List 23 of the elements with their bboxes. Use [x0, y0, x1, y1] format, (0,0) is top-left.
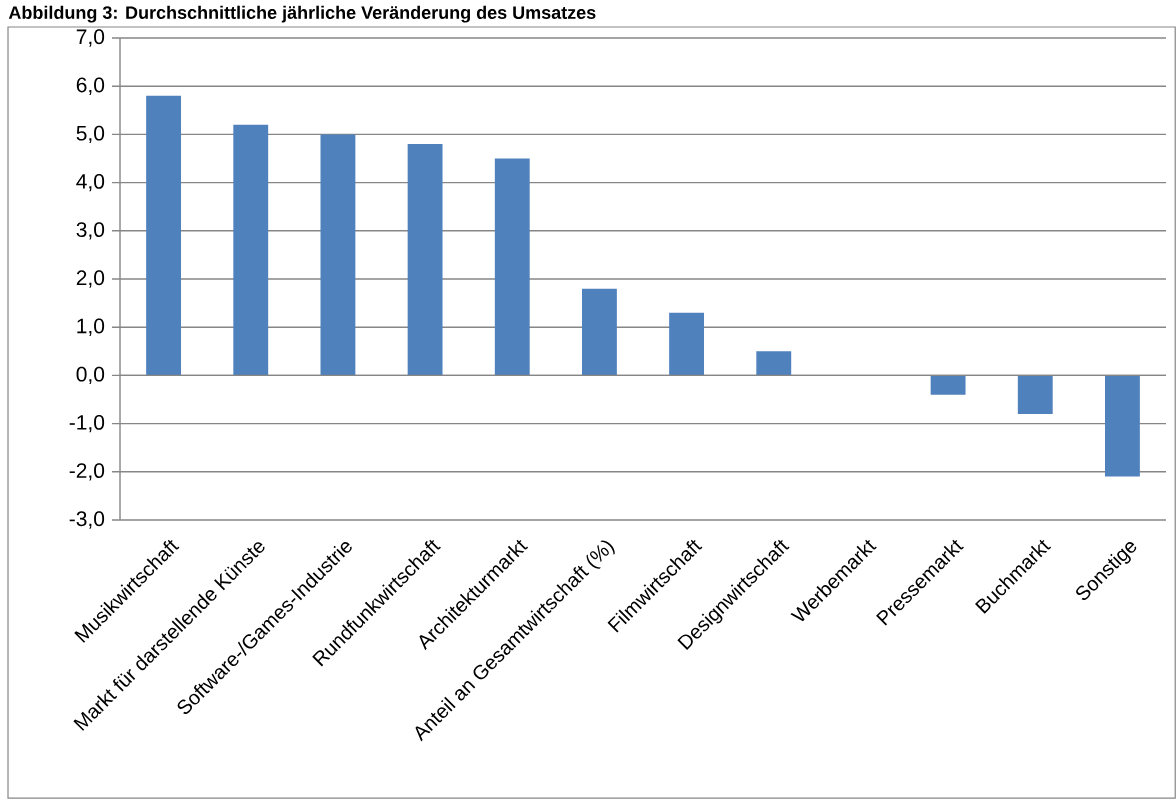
y-tick-label: -2,0	[69, 463, 105, 481]
bar	[581, 288, 617, 376]
y-tick-label: -1,0	[69, 414, 105, 433]
y-tick-label: 7,0	[76, 29, 105, 47]
bar	[756, 351, 792, 376]
y-tick-label: 4,0	[76, 173, 105, 192]
bar	[233, 124, 269, 376]
bar	[1105, 375, 1140, 477]
y-tick-label: 6,0	[76, 77, 105, 95]
y-tick-label: 5,0	[76, 125, 105, 144]
y-tick-label: 3,0	[76, 222, 105, 240]
bar	[930, 375, 966, 395]
bar	[1017, 375, 1053, 414]
chart-title: Abbildung 3: Durchschnittliche jährliche Veränderung des Umsatzes	[8, 5, 596, 23]
bar	[320, 134, 356, 376]
y-tick-label: 0,0	[76, 366, 105, 385]
bar	[669, 312, 705, 376]
y-tick-label: -3,0	[69, 511, 105, 529]
bar	[494, 158, 530, 376]
y-tick-label: 2,0	[76, 270, 105, 288]
y-tick-label: 1,0	[77, 318, 105, 336]
bar	[407, 144, 443, 376]
bar	[146, 95, 182, 376]
